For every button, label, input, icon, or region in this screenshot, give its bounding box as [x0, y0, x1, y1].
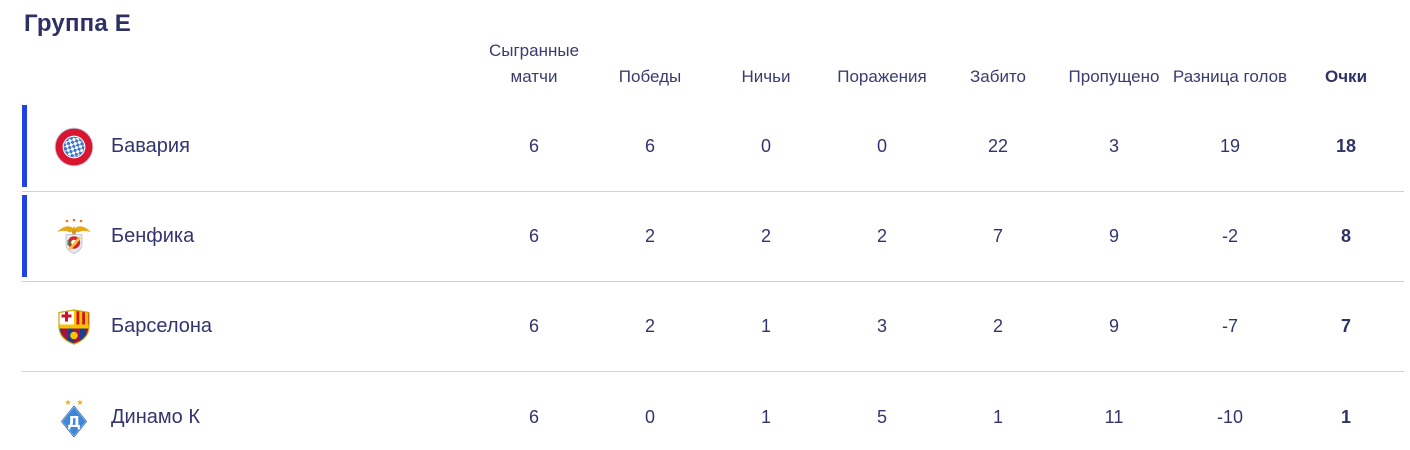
cell-goal-diff: -10 [1216, 406, 1243, 427]
cell-points: 8 [1340, 226, 1351, 246]
qualification-accent-bar [22, 105, 27, 187]
cell-losses: 5 [876, 406, 887, 427]
dynamo-kyiv-logo: ★ ★ Д [54, 397, 94, 437]
table-row[interactable]: Бенфика 6 2 2 2 7 9 -2 8 [22, 192, 1404, 282]
team-cell[interactable]: ★ ★ Д Динамо К [22, 397, 476, 437]
cell-played: 6 [528, 226, 539, 246]
column-header-played: Сыгранные матчи [488, 41, 580, 87]
column-header-losses: Поражения [837, 67, 927, 87]
standings-page: Группа E Сыгранные матчи Победы Ничьи По… [0, 10, 1410, 450]
cell-goal-diff: -2 [1221, 226, 1238, 246]
team-name: Динамо К [111, 405, 200, 428]
team-cell[interactable]: Бенфика [22, 195, 476, 277]
cell-goal-diff: 19 [1219, 136, 1241, 156]
benfica-logo [54, 217, 94, 257]
column-header-scored: Забито [969, 67, 1026, 87]
cell-losses: 2 [876, 226, 887, 246]
team-cell[interactable]: Барселона [22, 307, 476, 347]
cell-goal-diff: -7 [1221, 316, 1238, 336]
column-header-wins: Победы [618, 67, 682, 87]
cell-conceded: 9 [1108, 316, 1119, 336]
cell-losses: 3 [876, 316, 887, 336]
cell-wins: 0 [644, 406, 655, 427]
team-name: Бенфика [111, 225, 195, 247]
team-cell[interactable]: Бавария [22, 105, 476, 187]
svg-text:★: ★ [64, 398, 71, 407]
svg-text:★: ★ [76, 398, 83, 407]
qualification-accent-bar [22, 195, 27, 277]
svg-text:Д: Д [67, 413, 80, 431]
table-header-row: Сыгранные матчи Победы Ничьи Поражения З… [22, 38, 1404, 102]
team-name: Барселона [111, 315, 213, 337]
cell-conceded: 11 [1104, 406, 1124, 427]
page-title: Группа E [24, 10, 131, 37]
table-row[interactable]: Бавария 6 6 0 0 22 3 19 18 [22, 102, 1404, 192]
bayern-munich-logo [54, 127, 94, 167]
cell-wins: 2 [644, 226, 655, 246]
cell-conceded: 9 [1108, 226, 1119, 246]
table-row[interactable]: Барселона 6 2 1 3 2 9 -7 7 [22, 282, 1404, 372]
cell-wins: 6 [644, 136, 655, 156]
column-header-draws: Ничьи [741, 67, 791, 87]
cell-scored: 22 [987, 136, 1009, 156]
cell-played: 6 [528, 136, 539, 156]
cell-conceded: 3 [1108, 136, 1119, 156]
cell-wins: 2 [644, 316, 655, 336]
cell-points: 1 [1340, 406, 1351, 427]
cell-draws: 1 [760, 406, 771, 427]
table-row[interactable]: ★ ★ Д Динамо К 6 0 1 5 1 11 -10 1 [22, 372, 1404, 450]
column-header-goal-diff: Разница голов [1172, 67, 1288, 87]
cell-draws: 2 [760, 226, 771, 246]
cell-draws: 1 [760, 316, 771, 336]
cell-scored: 1 [992, 406, 1003, 427]
cell-scored: 7 [992, 226, 1003, 246]
cell-losses: 0 [876, 136, 887, 156]
cell-scored: 2 [992, 316, 1003, 336]
cell-points: 7 [1340, 316, 1351, 336]
barcelona-logo [54, 307, 94, 347]
cell-draws: 0 [760, 136, 771, 156]
column-header-conceded: Пропущено [1068, 67, 1160, 87]
column-header-points: Очки [1324, 67, 1368, 87]
cell-played: 6 [528, 316, 539, 336]
cell-points: 18 [1335, 136, 1357, 156]
standings-table: Сыгранные матчи Победы Ничьи Поражения З… [22, 38, 1404, 450]
cell-played: 6 [528, 406, 539, 427]
team-name: Бавария [111, 135, 190, 157]
